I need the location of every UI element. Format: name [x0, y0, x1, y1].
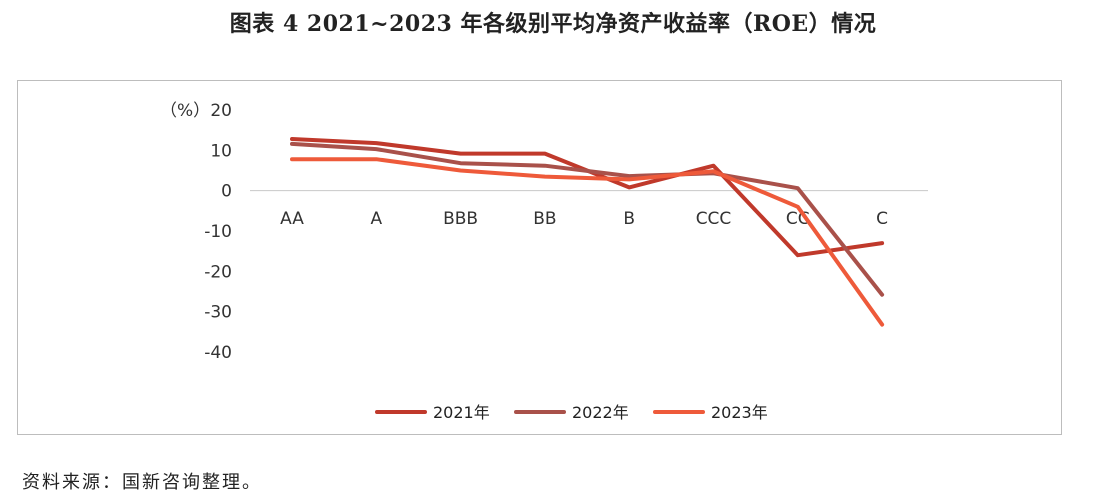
y-tick-labels: 20 10 0 -10 -20 -30 -40: [204, 101, 232, 363]
series-lines: [290, 137, 885, 327]
y-tick-label: -30: [204, 303, 232, 323]
series-line-0: [290, 137, 885, 258]
y-tick-label: 20: [210, 101, 232, 121]
category-label: CCC: [696, 209, 732, 229]
category-labels: AA A BBB BB B CCC CC C: [280, 209, 888, 229]
y-tick-label: 10: [210, 141, 232, 161]
chart-frame: [17, 80, 1062, 435]
y-tick-label: -20: [204, 262, 232, 282]
category-label: BBB: [443, 209, 478, 229]
y-tick-label: 0: [221, 182, 232, 202]
source-note: 资料来源：国新咨询整理。: [22, 472, 262, 493]
y-axis-unit-label: （%）: [160, 101, 210, 121]
legend-label-1: 2022年: [572, 403, 629, 422]
legend-label-2: 2023年: [711, 403, 768, 422]
legend-label-0: 2021年: [433, 403, 490, 422]
category-label: C: [876, 209, 888, 229]
category-label: AA: [280, 209, 304, 229]
series-line-1: [290, 141, 885, 297]
legend: 2021年 2022年 2023年: [375, 403, 768, 422]
category-label: BB: [533, 209, 556, 229]
category-label: B: [623, 209, 635, 229]
series-line-2: [290, 157, 885, 327]
chart-title: 图表 4 2021~2023 年各级别平均净资产收益率（ROE）情况: [229, 11, 877, 37]
y-tick-label: -10: [204, 222, 232, 242]
y-tick-label: -40: [204, 343, 232, 363]
category-label: A: [370, 209, 382, 229]
